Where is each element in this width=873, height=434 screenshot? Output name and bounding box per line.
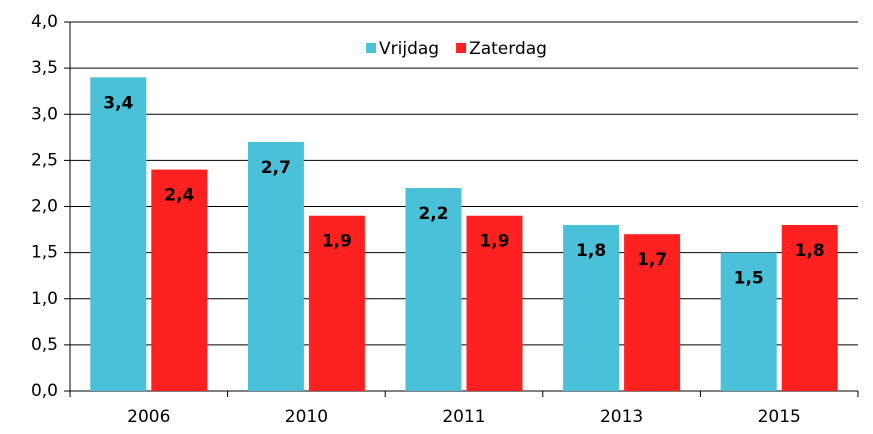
value-label: 2,7 <box>261 158 291 178</box>
y-tick-label: 3,5 <box>31 58 58 78</box>
value-label: 1,5 <box>734 269 764 289</box>
legend-swatch <box>456 43 467 53</box>
bar <box>90 77 147 391</box>
y-tick-label: 1,5 <box>31 243 58 263</box>
bar <box>720 252 777 391</box>
y-tick-label: 4,0 <box>31 12 58 32</box>
value-label: 3,4 <box>103 93 133 113</box>
bar <box>781 224 838 391</box>
x-tick-label: 2015 <box>758 407 801 427</box>
value-label: 1,8 <box>576 241 606 261</box>
legend-swatch <box>366 43 376 53</box>
y-tick-label: 1,0 <box>31 289 58 309</box>
x-tick-label: 2011 <box>442 407 485 427</box>
x-tick-label: 2013 <box>600 407 643 427</box>
y-tick-label: 0,0 <box>31 381 58 401</box>
value-label: 2,2 <box>418 204 448 224</box>
value-label: 2,4 <box>164 186 194 206</box>
bar <box>624 234 681 391</box>
x-tick-label: 2006 <box>127 407 170 427</box>
legend-label: Zaterdag <box>469 39 547 59</box>
bar <box>308 215 365 391</box>
x-tick-label: 2010 <box>285 407 328 427</box>
bar <box>151 169 208 391</box>
y-tick-label: 2,5 <box>31 150 58 170</box>
value-label: 1,8 <box>795 241 825 261</box>
y-tick-label: 0,5 <box>31 335 58 355</box>
bar <box>466 215 523 391</box>
y-tick-label: 2,0 <box>31 197 58 217</box>
bar <box>247 141 304 391</box>
value-label: 1,9 <box>479 232 509 252</box>
value-label: 1,9 <box>322 232 352 252</box>
bar <box>563 224 620 391</box>
legend-label: Vrijdag <box>379 39 439 59</box>
value-label: 1,7 <box>637 250 667 270</box>
y-tick-label: 3,0 <box>31 104 58 124</box>
bar <box>405 188 462 391</box>
